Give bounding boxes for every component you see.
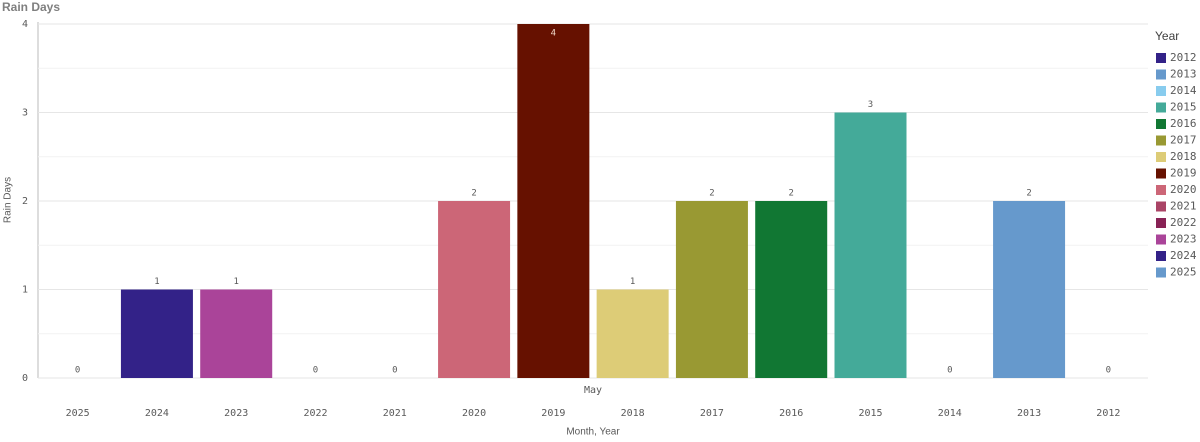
bar (834, 112, 907, 378)
legend-label: 2013 (1170, 68, 1197, 81)
legend-label: 2015 (1170, 101, 1197, 114)
x-tick-label: 2014 (938, 408, 962, 419)
legend-swatch (1156, 267, 1166, 278)
bar (596, 289, 669, 378)
x-tick-label: 2019 (541, 408, 565, 419)
bar (120, 289, 193, 378)
x-tick-label: 2018 (621, 408, 645, 419)
x-axis-title: Month, Year (566, 427, 620, 438)
legend-title: Year (1155, 29, 1179, 43)
legend-swatch (1156, 251, 1166, 261)
value-label: 2 (471, 189, 476, 199)
x-tick-label: 2015 (858, 408, 882, 419)
legend-swatch (1156, 86, 1166, 96)
value-label: 0 (313, 366, 318, 376)
value-label: 1 (630, 277, 635, 287)
value-label: 0 (1106, 366, 1111, 376)
legend-swatch (1156, 234, 1166, 245)
x-tick-label: 2013 (1017, 408, 1041, 419)
value-label: 0 (947, 366, 952, 376)
value-label: 2 (709, 189, 714, 199)
x-tick-label: 2021 (383, 408, 407, 419)
legend-swatch (1156, 185, 1166, 195)
legend-swatch (1156, 53, 1166, 63)
legend-label: 2020 (1170, 183, 1197, 196)
legend-label: 2017 (1170, 134, 1197, 147)
x-tick-label: 2020 (462, 408, 486, 419)
bar (200, 289, 273, 378)
legend-label: 2019 (1170, 167, 1197, 180)
x-tick-label: 2023 (224, 408, 248, 419)
x-tick-label: 2012 (1096, 408, 1120, 419)
legend-label: 2016 (1170, 117, 1197, 130)
x-tick-label: 2024 (145, 408, 169, 419)
legend-label: 2021 (1170, 200, 1197, 213)
legend-swatch (1156, 168, 1166, 179)
value-label: 1 (154, 277, 159, 287)
legend-swatch (1156, 119, 1166, 129)
legend-label: 2023 (1170, 233, 1197, 246)
y-tick-label: 0 (22, 373, 28, 384)
legend-swatch (1156, 152, 1166, 162)
bar (993, 201, 1066, 378)
value-label: 1 (234, 277, 239, 287)
x-tick-label: 2016 (779, 408, 803, 419)
legend-label: 2025 (1170, 266, 1197, 279)
legend-label: 2014 (1170, 84, 1197, 97)
y-tick-label: 1 (22, 285, 28, 296)
value-label: 0 (392, 366, 397, 376)
y-tick-label: 4 (22, 19, 28, 30)
value-label: 2 (789, 189, 794, 199)
y-tick-label: 3 (22, 108, 28, 119)
legend-swatch (1156, 135, 1166, 146)
value-label: 0 (75, 366, 80, 376)
x-tick-label: 2017 (700, 408, 724, 419)
y-axis-title: Rain Days (3, 177, 14, 223)
x-tick-label: 2022 (303, 408, 327, 419)
chart-title: Rain Days (2, 0, 60, 14)
legend-swatch (1156, 218, 1166, 228)
x-tick-label: 2025 (66, 408, 90, 419)
y-tick-label: 2 (22, 196, 28, 207)
bar (675, 201, 748, 378)
bar (755, 201, 828, 378)
bar (517, 24, 590, 378)
legend-swatch (1156, 201, 1166, 212)
value-label: 2 (1026, 189, 1031, 199)
legend-swatch (1156, 102, 1166, 113)
group-label: May (584, 385, 602, 396)
legend-label: 2012 (1170, 51, 1197, 64)
value-label: 3 (868, 100, 873, 110)
bar (438, 201, 511, 378)
legend-swatch (1156, 69, 1166, 80)
legend-label: 2018 (1170, 150, 1197, 163)
legend-label: 2022 (1170, 216, 1197, 229)
value-label: 4 (551, 29, 556, 39)
legend-label: 2024 (1170, 249, 1197, 262)
